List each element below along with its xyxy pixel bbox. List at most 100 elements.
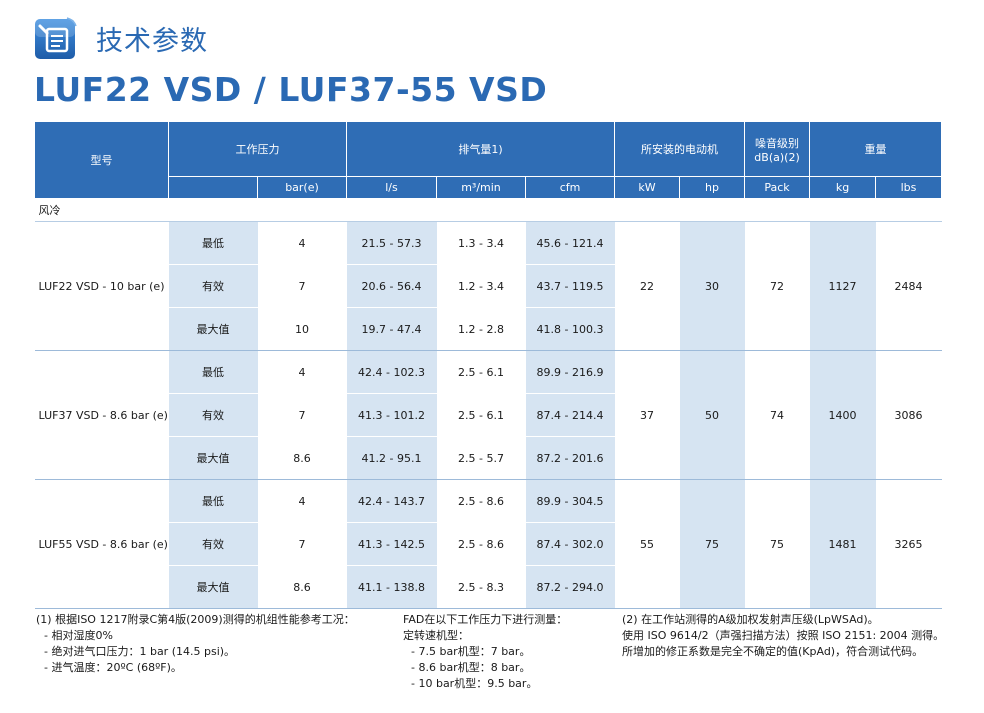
footnote-1: (1) 根据ISO 1217附录C第4版(2009)测得的机组性能参考工况： -… xyxy=(36,612,355,676)
cell-bar: 10 xyxy=(257,307,347,351)
header-motor: 所安装的电动机 xyxy=(614,121,746,177)
cell-ls: 19.7 - 47.4 xyxy=(346,307,437,351)
footnote-2: (2) 在工作站测得的A级加权发射声压级(LpWSAd)。 使用 ISO 961… xyxy=(622,612,944,660)
cell-bar: 4 xyxy=(257,221,347,265)
cell-m3: 1.3 - 3.4 xyxy=(436,221,526,265)
cell-cfm: 87.4 - 302.0 xyxy=(525,522,615,566)
unit-ls: l/s xyxy=(346,176,437,199)
table-row: LUF55 VSD - 8.6 bar (e) 最低 4 42.4 - 143.… xyxy=(34,479,942,609)
footnote-line: FAD在以下工作压力下进行测量： xyxy=(403,613,568,626)
cell-cfm: 87.2 - 294.0 xyxy=(525,565,615,609)
cell-m3: 2.5 - 8.6 xyxy=(436,522,526,566)
unit-kg: kg xyxy=(809,176,877,199)
cell-kg: 1400 xyxy=(809,350,876,480)
header-noise: 噪音级别 dB(a)(2) xyxy=(744,121,811,177)
cell-m3: 1.2 - 2.8 xyxy=(436,307,526,351)
cell-bar: 7 xyxy=(257,522,347,566)
model-title: LUF22 VSD / LUF37-55 VSD xyxy=(34,70,548,109)
cell-ls: 42.4 - 143.7 xyxy=(346,479,437,523)
footnote-line: - 8.6 bar机型：8 bar。 xyxy=(411,661,531,674)
cell-bar: 4 xyxy=(257,479,347,523)
header-model: 型号 xyxy=(34,121,169,199)
cell-m3: 2.5 - 8.3 xyxy=(436,565,526,609)
table-row: LUF37 VSD - 8.6 bar (e) 最低 4 42.4 - 102.… xyxy=(34,350,942,480)
section-title: 技术参数 xyxy=(96,26,208,57)
cell-m3: 2.5 - 5.7 xyxy=(436,436,526,480)
unit-m3: m³/min xyxy=(436,176,526,199)
footnote-line: - 7.5 bar机型：7 bar。 xyxy=(411,645,531,658)
cell-ls: 41.3 - 101.2 xyxy=(346,393,437,437)
spec-table: 型号 工作压力 排气量1) 所安装的电动机 噪音级别 dB(a)(2) 重量 b… xyxy=(34,121,943,609)
table-row: 有效 7 41.3 - 142.5 2.5 - 8.6 87.4 - 302.0 xyxy=(35,522,942,566)
cell-bar: 8.6 xyxy=(257,565,347,609)
cell-kw: 22 xyxy=(614,221,680,351)
cell-hp: 50 xyxy=(679,350,745,480)
cell-ls: 20.6 - 56.4 xyxy=(346,264,437,308)
cell-ls: 41.3 - 142.5 xyxy=(346,522,437,566)
document-list-icon xyxy=(35,17,77,59)
model-name: LUF55 VSD - 8.6 bar (e) xyxy=(34,479,169,609)
row-label: 最低 xyxy=(168,221,258,265)
cell-m3: 2.5 - 6.1 xyxy=(436,350,526,394)
cell-ls: 21.5 - 57.3 xyxy=(346,221,437,265)
header-fad: 排气量1) xyxy=(345,121,616,177)
cell-kw: 55 xyxy=(614,479,680,609)
unit-blank xyxy=(168,176,258,199)
footnote-line: - 10 bar机型：9.5 bar。 xyxy=(411,677,538,690)
row-label: 有效 xyxy=(168,393,258,437)
header-working-pressure: 工作压力 xyxy=(168,121,347,177)
cell-m3: 2.5 - 8.6 xyxy=(436,479,526,523)
model-name: LUF37 VSD - 8.6 bar (e) xyxy=(34,350,169,480)
cell-lbs: 3086 xyxy=(875,350,942,480)
footnote-line: - 绝对进气口压力：1 bar (14.5 psi)。 xyxy=(44,645,236,658)
unit-bar: bar(e) xyxy=(257,176,347,199)
cell-bar: 4 xyxy=(257,350,347,394)
footnote-fad: FAD在以下工作压力下进行测量： 定转速机型： - 7.5 bar机型：7 ba… xyxy=(403,612,567,692)
cell-pack: 75 xyxy=(744,479,810,609)
model-name: LUF22 VSD - 10 bar (e) xyxy=(34,221,169,351)
cell-lbs: 2484 xyxy=(875,221,942,351)
table-row: 有效 7 41.3 - 101.2 2.5 - 6.1 87.4 - 214.4 xyxy=(35,393,942,437)
cell-ls: 42.4 - 102.3 xyxy=(346,350,437,394)
row-label: 最大值 xyxy=(168,565,258,609)
cell-kg: 1127 xyxy=(809,221,876,351)
cell-pack: 72 xyxy=(744,221,810,351)
cell-kg: 1481 xyxy=(809,479,876,609)
cell-m3: 2.5 - 6.1 xyxy=(436,393,526,437)
footnote-line: (2) 在工作站测得的A级加权发射声压级(LpWSAd)。 xyxy=(622,613,879,626)
cell-bar: 7 xyxy=(257,393,347,437)
cell-hp: 30 xyxy=(679,221,745,351)
cell-cfm: 87.2 - 201.6 xyxy=(525,436,615,480)
unit-lbs: lbs xyxy=(875,176,943,199)
header-weight: 重量 xyxy=(809,121,943,177)
row-label: 最低 xyxy=(168,479,258,523)
row-label: 最低 xyxy=(168,350,258,394)
cell-cfm: 41.8 - 100.3 xyxy=(525,307,615,351)
cell-m3: 1.2 - 3.4 xyxy=(436,264,526,308)
footnote-line: - 相对湿度0% xyxy=(44,629,113,642)
table-row: 最大值 8.6 41.1 - 138.8 2.5 - 8.3 87.2 - 29… xyxy=(35,565,942,609)
table-row: LUF22 VSD - 10 bar (e) 最低 4 21.5 - 57.3 … xyxy=(34,221,942,351)
footnote-line: (1) 根据ISO 1217附录C第4版(2009)测得的机组性能参考工况： xyxy=(36,613,355,626)
category-label: 风冷 xyxy=(34,198,942,222)
unit-pack: Pack xyxy=(744,176,811,199)
cell-cfm: 43.7 - 119.5 xyxy=(525,264,615,308)
cell-bar: 8.6 xyxy=(257,436,347,480)
cell-lbs: 3265 xyxy=(875,479,942,609)
row-label: 最大值 xyxy=(168,436,258,480)
table-row: 最大值 8.6 41.2 - 95.1 2.5 - 5.7 87.2 - 201… xyxy=(35,436,942,480)
cell-ls: 41.2 - 95.1 xyxy=(346,436,437,480)
cell-hp: 75 xyxy=(679,479,745,609)
footnote-line: 所增加的修正系数是完全不确定的值(KpAd)，符合测试代码。 xyxy=(622,645,924,658)
footnote-line: 定转速机型： xyxy=(403,629,469,642)
cell-bar: 7 xyxy=(257,264,347,308)
row-label: 有效 xyxy=(168,522,258,566)
unit-cfm: cfm xyxy=(524,176,616,199)
row-label: 有效 xyxy=(168,264,258,308)
footnote-line: 使用 ISO 9614/2（声强扫描方法）按照 ISO 2151: 2004 测… xyxy=(622,629,945,642)
unit-hp: hp xyxy=(679,176,746,199)
unit-kw: kW xyxy=(614,176,681,199)
cell-cfm: 89.9 - 304.5 xyxy=(525,479,615,523)
row-label: 最大值 xyxy=(168,307,258,351)
cell-kw: 37 xyxy=(614,350,680,480)
